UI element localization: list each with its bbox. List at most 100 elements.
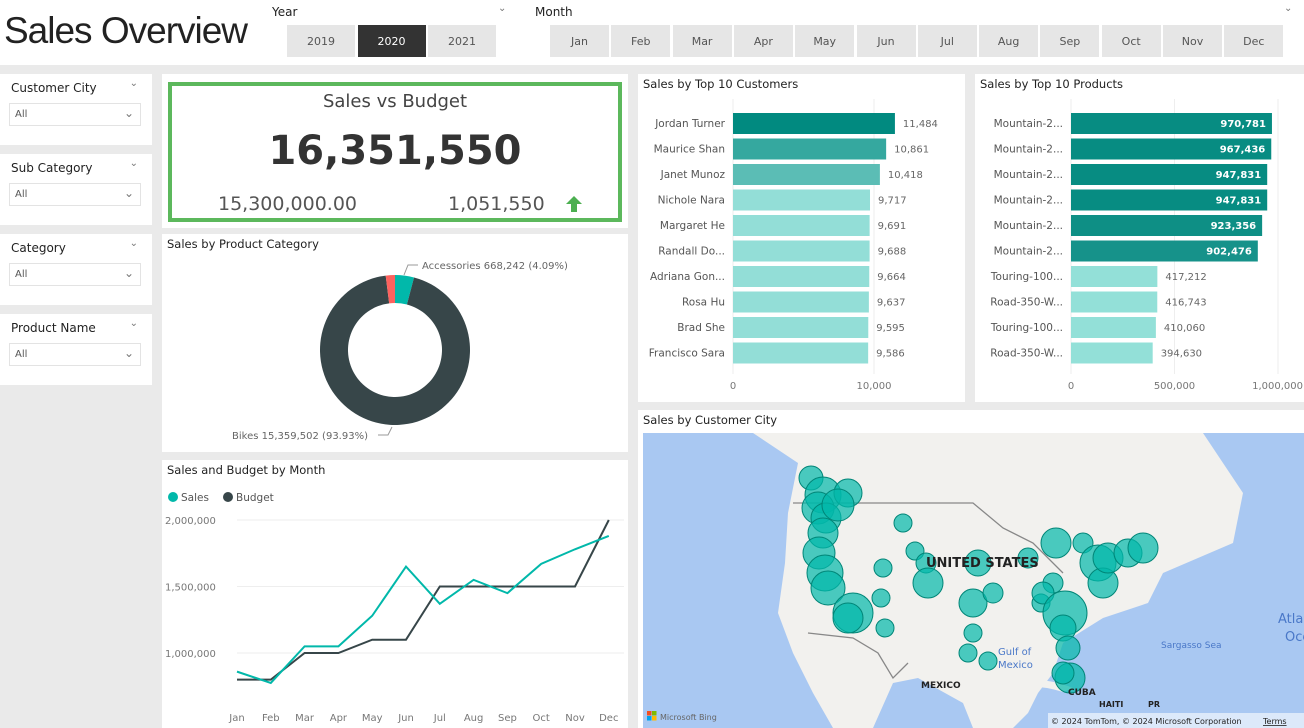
city-bubble[interactable] — [893, 513, 913, 533]
city-bubble[interactable] — [1055, 635, 1081, 661]
month-button-oct[interactable]: Oct — [1101, 25, 1161, 57]
bar[interactable] — [1071, 342, 1153, 364]
city-bubble[interactable] — [963, 623, 983, 643]
filter-slicer: Sub Category ⌄ All ⌄ — [0, 154, 152, 225]
sales-budget-card: Sales and Budget by Month Sales Budget 1,0… — [162, 460, 628, 728]
line-chart[interactable]: Sales Budget 1,000,000 1,500,000 2,000,000 Ja… — [162, 460, 628, 728]
chart-title: Sales and Budget by Month — [167, 463, 326, 477]
city-bubble[interactable] — [871, 588, 891, 608]
x-tick-label: Dec — [599, 713, 618, 724]
bar[interactable] — [1071, 215, 1263, 236]
city-bubble[interactable] — [1051, 661, 1075, 685]
bar[interactable] — [1071, 317, 1156, 338]
x-tick-label: Aug — [464, 713, 484, 724]
bar[interactable] — [733, 215, 870, 236]
chevron-down-icon[interactable]: ⌄ — [129, 158, 138, 169]
city-bubble[interactable] — [810, 570, 846, 606]
filter-slicer: Product Name ⌄ All ⌄ — [0, 314, 152, 385]
products-bar-chart[interactable]: 0 500,000 1,000,000 Mountain-2... 970,781 Mou… — [975, 74, 1304, 402]
chart-title: Sales by Top 10 Products — [980, 77, 1124, 91]
category-label: Mountain-2... — [994, 169, 1063, 181]
bar[interactable] — [733, 266, 870, 287]
land-north-america — [753, 433, 1243, 728]
month-button-sep[interactable]: Sep — [1040, 25, 1100, 57]
city-bubble[interactable] — [875, 618, 895, 638]
city-bubble[interactable] — [1017, 547, 1039, 569]
series-line-budget[interactable] — [237, 519, 610, 681]
bar[interactable] — [1071, 113, 1272, 134]
bar[interactable] — [733, 291, 869, 313]
map-label-haiti: HAITI — [1099, 700, 1123, 709]
map-terms-link[interactable]: Terms — [1262, 717, 1287, 726]
month-button-may[interactable]: May — [795, 25, 855, 57]
month-button-jun[interactable]: Jun — [856, 25, 916, 57]
filter-dropdown[interactable]: All ⌄ — [9, 343, 141, 366]
bar[interactable] — [733, 317, 869, 338]
bar[interactable] — [733, 240, 870, 262]
chevron-down-icon[interactable]: ⌄ — [129, 318, 138, 329]
year-button-2020[interactable]: 2020 — [357, 25, 426, 57]
year-button-2019[interactable]: 2019 — [287, 25, 355, 57]
month-button-mar[interactable]: Mar — [672, 25, 732, 57]
arrow-up-icon — [566, 196, 582, 212]
city-map[interactable]: UNITED STATES Gulf of Mexico MEXICO CUBAHAIT… — [643, 433, 1304, 728]
bar[interactable] — [1071, 240, 1258, 262]
x-tick-label: Jan — [228, 713, 244, 724]
bar[interactable] — [733, 342, 869, 364]
filter-dropdown[interactable]: All ⌄ — [9, 103, 141, 126]
chevron-down-icon[interactable]: ⌄ — [129, 238, 138, 249]
data-label: 9,637 — [877, 298, 906, 309]
city-bubble[interactable] — [1127, 532, 1159, 564]
month-button-jul[interactable]: Jul — [917, 25, 977, 57]
filter-slicer: Customer City ⌄ All ⌄ — [0, 74, 152, 145]
city-bubble[interactable] — [982, 582, 1004, 604]
bar[interactable] — [1071, 164, 1268, 185]
top-customers-card: Sales by Top 10 Customers 0 10,000 Jordan … — [638, 74, 965, 402]
bar[interactable] — [733, 189, 871, 211]
filter-dropdown[interactable]: All ⌄ — [9, 263, 141, 286]
city-bubble[interactable] — [821, 488, 855, 522]
x-tick-label: 1,000,000 — [1252, 381, 1303, 392]
bar[interactable] — [1071, 266, 1158, 287]
bar[interactable] — [1071, 189, 1268, 211]
customers-bar-chart[interactable]: 0 10,000 Jordan Turner 11,484 Maurice Shan 10… — [638, 74, 965, 402]
year-slicer-label: Year — [272, 5, 298, 19]
donut-slice-bikes[interactable] — [320, 275, 471, 425]
donut-slice-accessories[interactable] — [395, 275, 415, 305]
chart-title: Sales by Top 10 Customers — [643, 77, 799, 91]
city-bubble[interactable] — [912, 567, 944, 599]
bar[interactable] — [733, 164, 880, 185]
month-chevron-down-icon[interactable]: ⌄ — [1284, 3, 1293, 14]
donut-slice-other[interactable] — [385, 275, 395, 304]
bar[interactable] — [733, 138, 887, 160]
city-bubble[interactable] — [873, 558, 893, 578]
bar[interactable] — [733, 113, 895, 134]
city-bubble[interactable] — [958, 588, 988, 618]
bar[interactable] — [1071, 138, 1272, 160]
month-button-apr[interactable]: Apr — [733, 25, 793, 57]
series-line-sales[interactable] — [236, 535, 610, 685]
chevron-down-icon[interactable]: ⌄ — [129, 78, 138, 89]
city-bubble[interactable] — [1040, 527, 1072, 559]
category-label: Mountain-2... — [994, 144, 1063, 156]
kpi-variance: 1,051,550 — [448, 193, 545, 215]
product-category-card: Sales by Product Category Accessories 66… — [162, 234, 628, 452]
month-button-aug[interactable]: Aug — [979, 25, 1039, 57]
kpi-budget: 15,300,000.00 — [218, 193, 358, 215]
year-chevron-down-icon[interactable]: ⌄ — [498, 3, 507, 14]
month-button-jan[interactable]: Jan — [550, 25, 609, 57]
city-bubble[interactable] — [978, 651, 998, 671]
month-button-nov[interactable]: Nov — [1163, 25, 1222, 57]
filter-dropdown[interactable]: All ⌄ — [9, 183, 141, 206]
donut-chart[interactable]: Accessories 668,242 (4.09%) Bikes 15,359,… — [162, 234, 628, 452]
month-slicer-label: Month — [535, 5, 573, 19]
month-button-feb[interactable]: Feb — [611, 25, 671, 57]
city-bubble[interactable] — [964, 549, 992, 577]
city-bubble[interactable] — [832, 602, 864, 634]
data-label: 10,418 — [888, 170, 923, 181]
month-button-dec[interactable]: Dec — [1224, 25, 1284, 57]
filter-label: Category — [11, 241, 66, 255]
bar[interactable] — [1071, 291, 1158, 313]
year-button-2021[interactable]: 2021 — [428, 25, 496, 57]
city-bubble[interactable] — [958, 643, 978, 663]
